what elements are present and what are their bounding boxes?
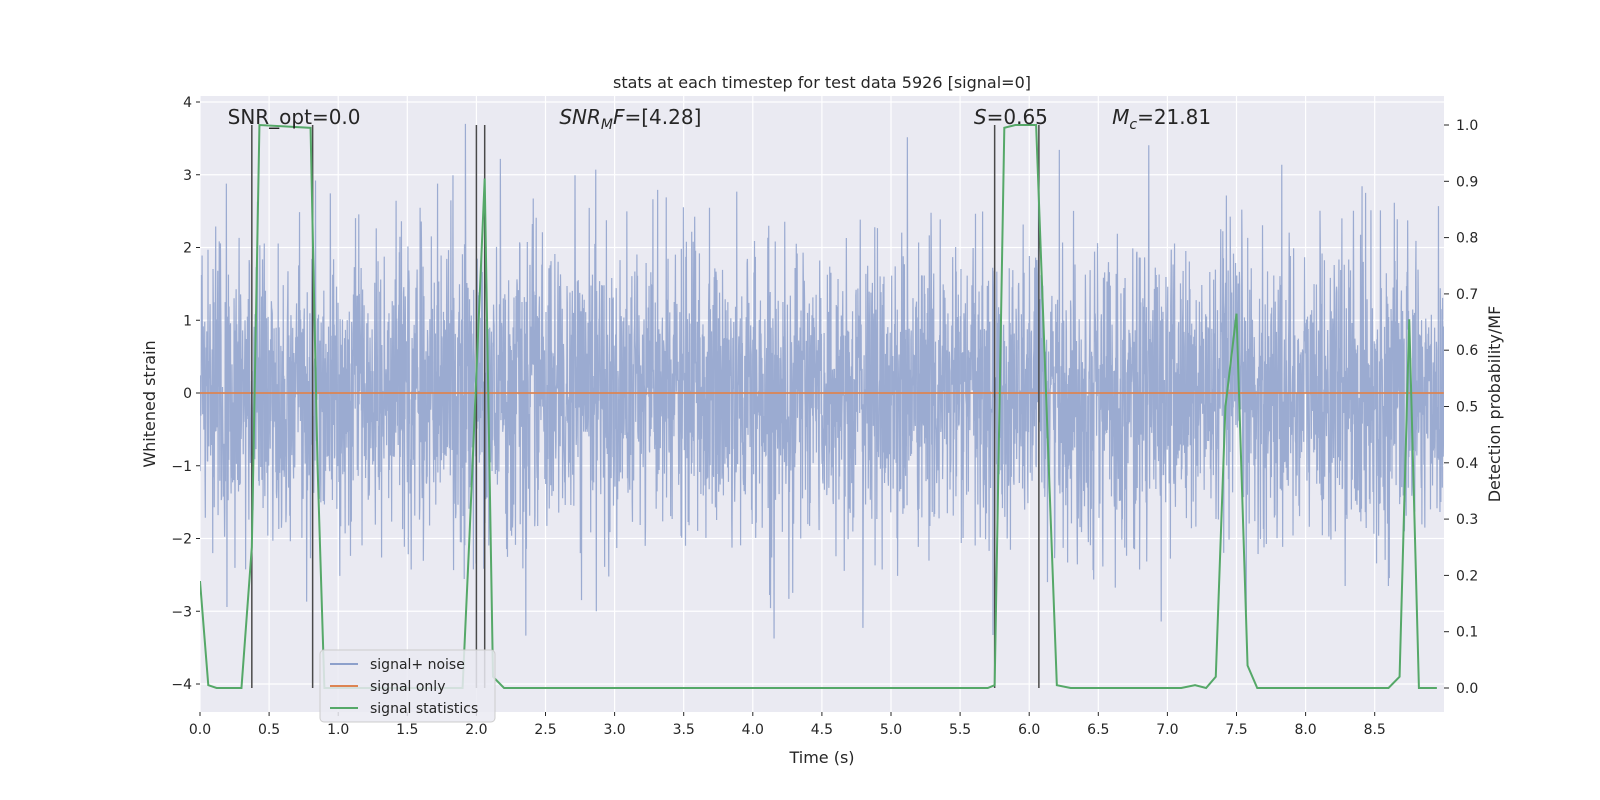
x-tick-label: 1.5 (396, 722, 418, 738)
plot-area (200, 123, 1444, 690)
annotation-snr-opt: SNR_opt=0.0 (228, 105, 361, 129)
y-tick-label: −4 (171, 677, 192, 693)
y2-tick-label: 1.0 (1456, 118, 1478, 134)
annotation-mc: Mc=21.81 (1112, 105, 1211, 133)
y2-tick-label: 0.8 (1456, 231, 1478, 247)
series-signal-statistics (200, 123, 1437, 690)
x-tick-label: 5.0 (880, 722, 902, 738)
legend: signal+ noise signal only signal statistic… (319, 649, 496, 723)
legend-label: signal+ noise (370, 657, 465, 673)
y2-axis-label: Detection probability/MF (1485, 306, 1504, 503)
x-tick-label: 8.0 (1294, 722, 1316, 738)
x-tick-label: 2.5 (534, 722, 556, 738)
annotation-mc-value: =21.81 (1137, 105, 1211, 129)
x-tick-label: 3.5 (673, 722, 695, 738)
y-tick-label: −2 (171, 532, 192, 548)
x-tick-label: 4.0 (742, 722, 764, 738)
annotations: SNR_opt=0.0 SNRMF=[4.28] S=0.65 Mc=21.81 (228, 105, 1211, 133)
legend-label: signal only (370, 679, 445, 695)
x-tick-label: 1.0 (327, 722, 349, 738)
x-tick-label: 7.0 (1156, 722, 1178, 738)
x-tick-label: 6.0 (1018, 722, 1040, 738)
y2-tick-label: 0.5 (1456, 400, 1478, 416)
annotation-snr-mf-symbol2: F (613, 105, 625, 129)
y-tick-label: 2 (183, 241, 192, 257)
axes: 0.0 0.5 1.0 1.5 2.0 2.5 3.0 3.5 4.0 4.5 5.0 5.5 6.0 6… (171, 95, 1478, 738)
x-tick-label: 7.5 (1225, 722, 1247, 738)
y-tick-label: −1 (171, 459, 192, 475)
y2-tick-label: 0.3 (1456, 512, 1478, 528)
y-tick-label: 3 (183, 168, 192, 184)
y-axis-label: Whitened strain (140, 340, 159, 467)
x-axis-label: Time (s) (788, 748, 854, 767)
annotation-snr-mf-symbol: SNR (559, 105, 601, 129)
y2-tick-label: 0.7 (1456, 287, 1478, 303)
annotation-mc-symbol: M (1112, 105, 1129, 129)
annotation-mc-sub: c (1129, 117, 1137, 133)
annotation-snr-mf: SNRMF=[4.28] (559, 105, 701, 133)
y2-tick-label: 0.4 (1456, 456, 1478, 472)
y2-tick-label: 0.0 (1456, 681, 1478, 697)
x-tick-label: 4.5 (811, 722, 833, 738)
legend-label: signal statistics (370, 701, 478, 717)
legend-box (319, 649, 496, 723)
x-tick-label: 5.5 (949, 722, 971, 738)
annotation-snr-mf-sub: M (601, 117, 613, 133)
annotation-s: S=0.65 (974, 105, 1048, 129)
y-tick-label: 1 (183, 313, 192, 329)
y2-tick-label: 0.1 (1456, 625, 1478, 641)
x-tick-label: 3.0 (603, 722, 625, 738)
y2-tick-label: 0.2 (1456, 568, 1478, 584)
annotation-s-value: =0.65 (987, 105, 1048, 129)
y2-tick-label: 0.9 (1456, 174, 1478, 190)
y-tick-label: 0 (183, 386, 192, 402)
chart-title: stats at each timestep for test data 592… (613, 73, 1031, 92)
x-tick-label: 8.5 (1364, 722, 1386, 738)
y2-tick-label: 0.6 (1456, 343, 1478, 359)
y-tick-label: −3 (171, 604, 192, 620)
x-tick-label: 6.5 (1087, 722, 1109, 738)
x-tick-label: 0.5 (258, 722, 280, 738)
y-tick-label: 4 (183, 95, 192, 111)
x-tick-label: 0.0 (189, 722, 211, 738)
annotation-s-symbol: S (974, 105, 987, 129)
annotation-snr-mf-value: =[4.28] (624, 105, 701, 129)
x-tick-label: 2.0 (465, 722, 487, 738)
